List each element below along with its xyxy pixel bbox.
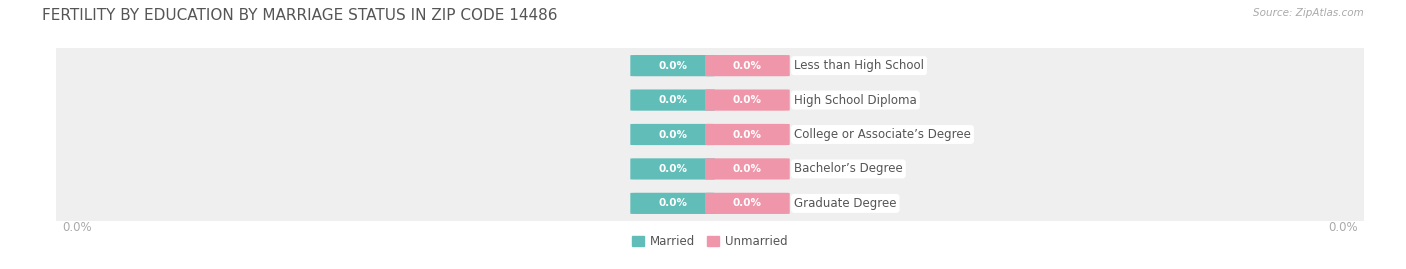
Text: 0.0%: 0.0% [658,61,688,71]
Text: High School Diploma: High School Diploma [794,94,917,107]
Text: 0.0%: 0.0% [1329,221,1358,234]
Text: Bachelor’s Degree: Bachelor’s Degree [794,162,903,175]
Text: 0.0%: 0.0% [658,129,688,140]
Text: Source: ZipAtlas.com: Source: ZipAtlas.com [1253,8,1364,18]
Text: 0.0%: 0.0% [733,164,762,174]
Text: 0.0%: 0.0% [733,61,762,71]
FancyBboxPatch shape [630,55,716,76]
Text: Graduate Degree: Graduate Degree [794,197,897,210]
Text: 0.0%: 0.0% [733,198,762,208]
FancyBboxPatch shape [704,124,790,145]
Text: 0.0%: 0.0% [658,95,688,105]
Text: FERTILITY BY EDUCATION BY MARRIAGE STATUS IN ZIP CODE 14486: FERTILITY BY EDUCATION BY MARRIAGE STATU… [42,8,558,23]
FancyBboxPatch shape [704,158,790,179]
FancyBboxPatch shape [704,55,790,76]
FancyBboxPatch shape [630,193,716,214]
Legend: Married, Unmarried: Married, Unmarried [627,230,793,253]
FancyBboxPatch shape [51,46,1369,86]
Text: College or Associate’s Degree: College or Associate’s Degree [794,128,972,141]
FancyBboxPatch shape [51,183,1369,223]
Text: 0.0%: 0.0% [62,221,91,234]
FancyBboxPatch shape [630,124,716,145]
FancyBboxPatch shape [630,158,716,179]
Text: Less than High School: Less than High School [794,59,924,72]
FancyBboxPatch shape [51,149,1369,189]
Text: 0.0%: 0.0% [658,164,688,174]
Text: 0.0%: 0.0% [733,95,762,105]
FancyBboxPatch shape [704,193,790,214]
Text: 0.0%: 0.0% [658,198,688,208]
FancyBboxPatch shape [704,90,790,111]
Text: 0.0%: 0.0% [733,129,762,140]
FancyBboxPatch shape [51,115,1369,154]
FancyBboxPatch shape [630,90,716,111]
FancyBboxPatch shape [51,80,1369,120]
